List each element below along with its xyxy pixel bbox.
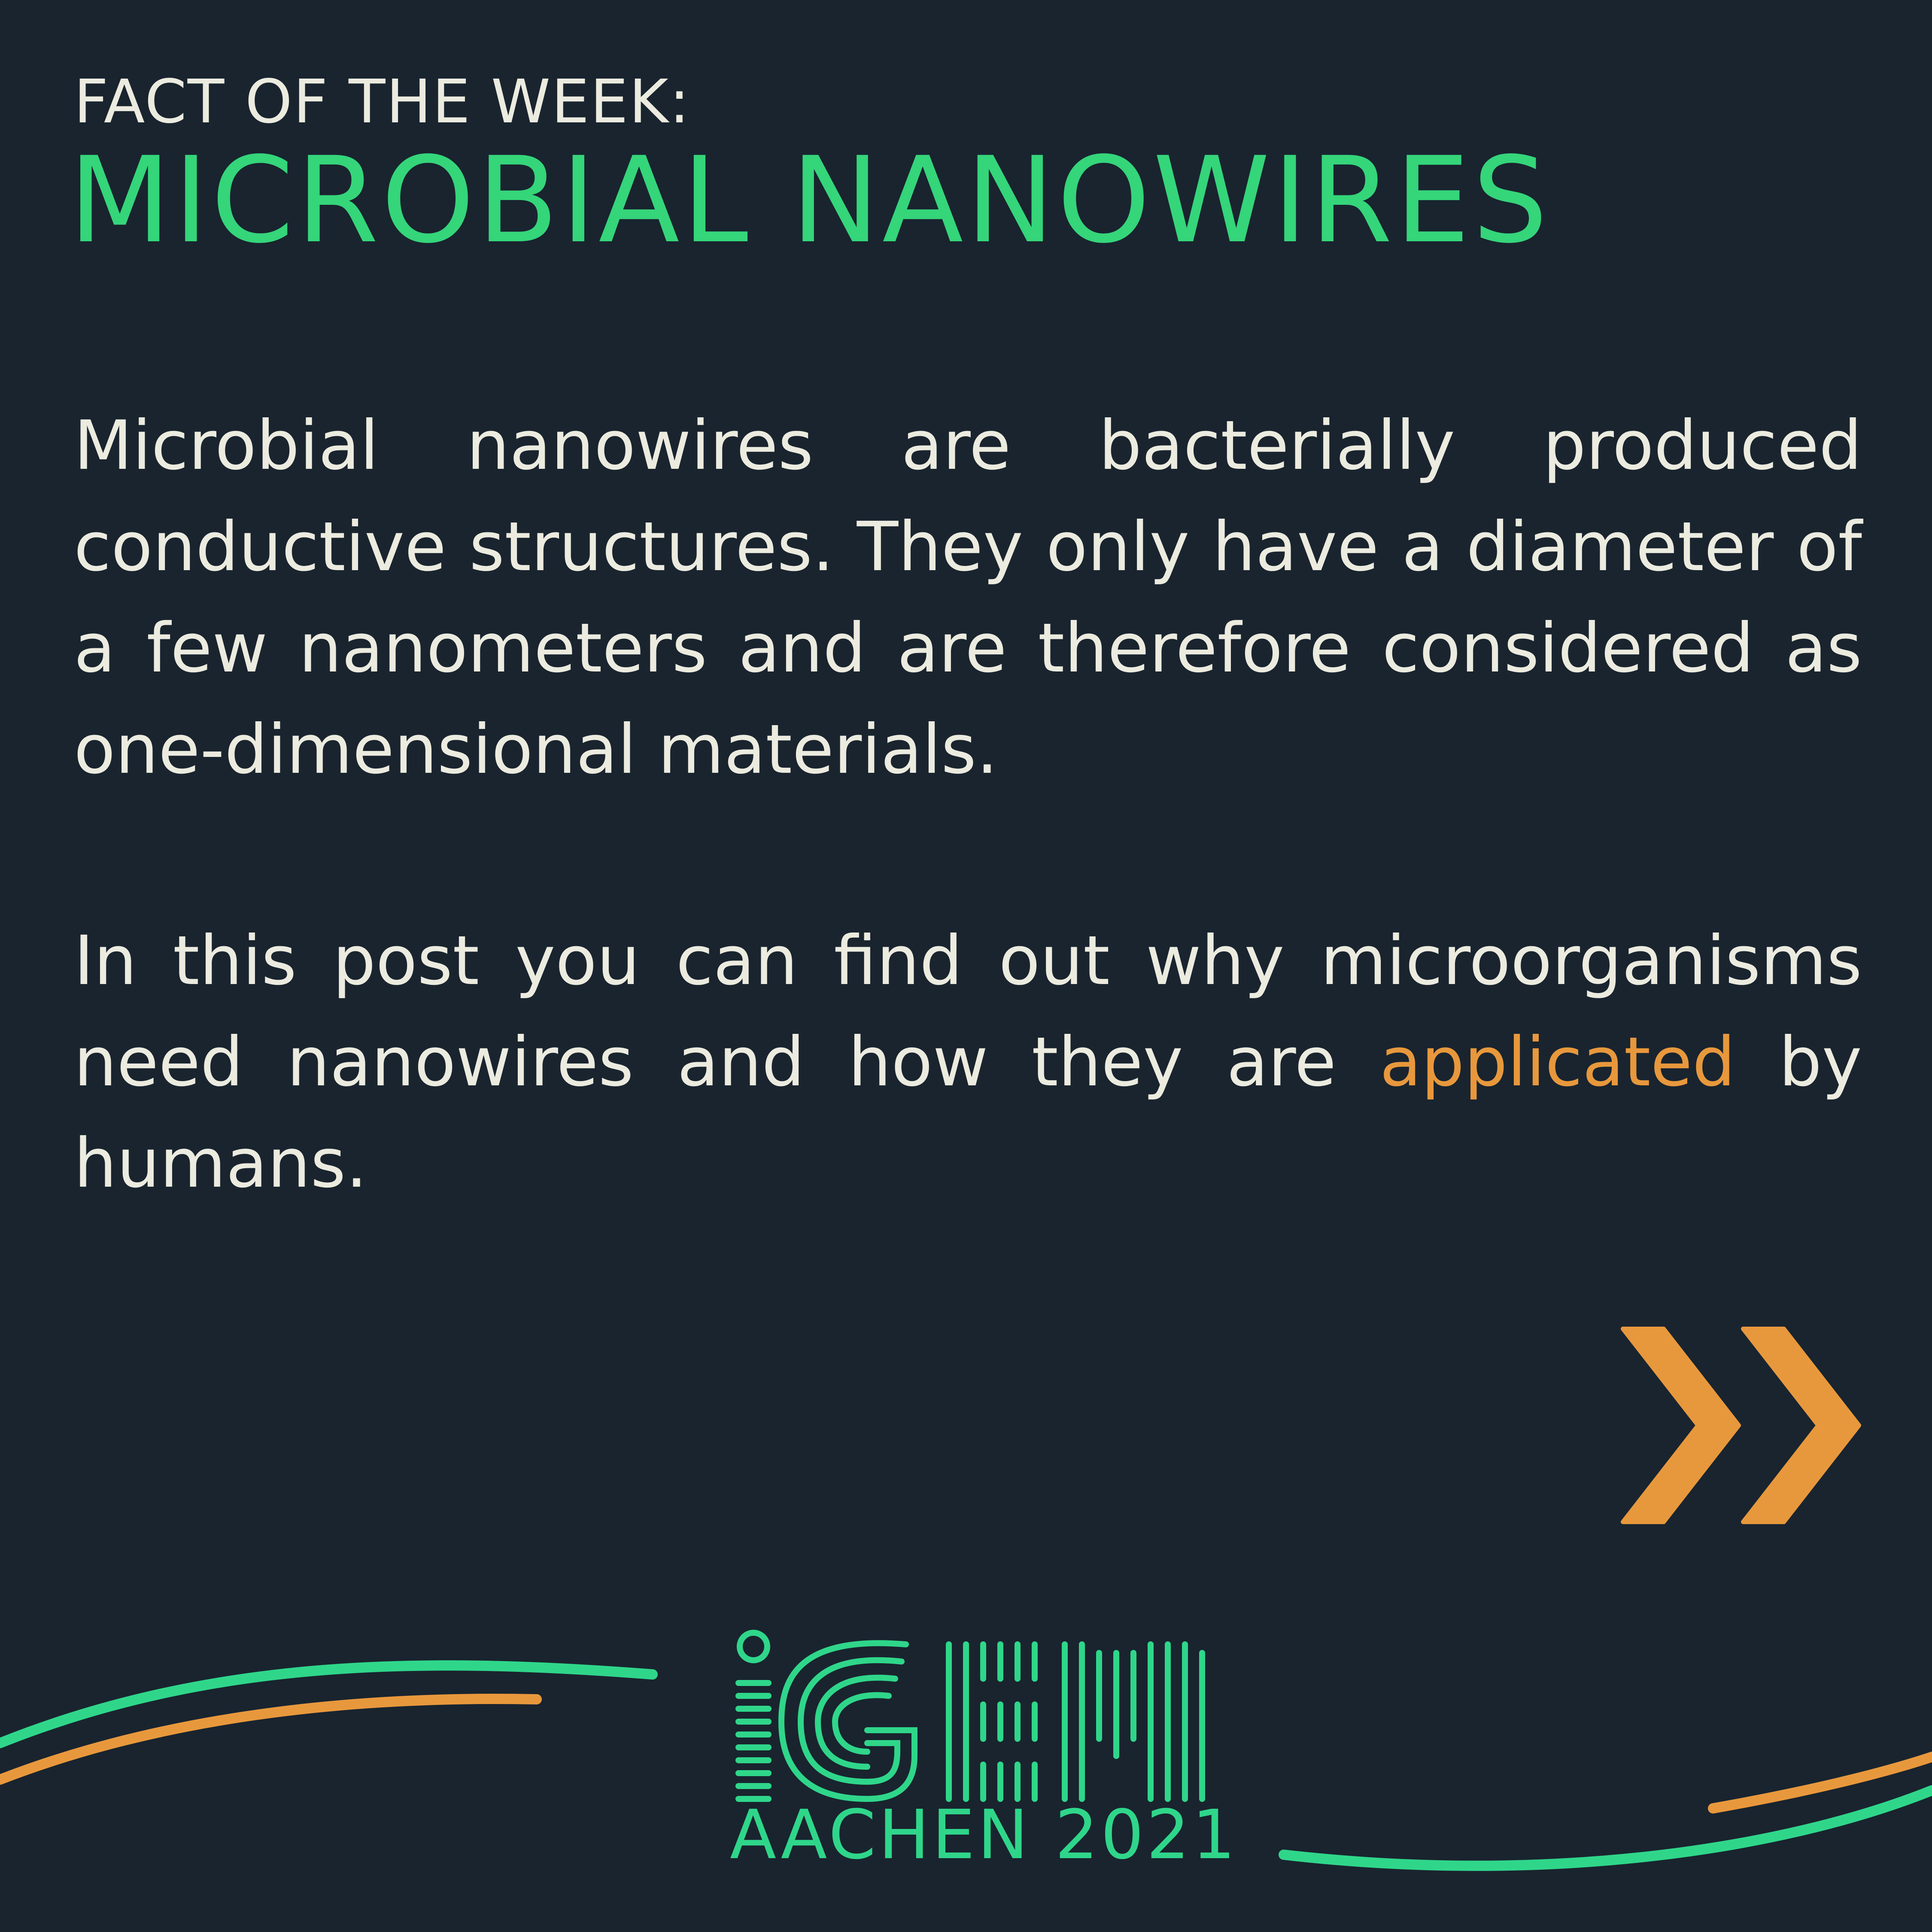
paragraph-definition: Microbial nanowires are bacterially prod… bbox=[74, 406, 1862, 789]
teaser-highlight: applicated bbox=[1379, 1023, 1735, 1102]
page-title: MICROBIAL NANOWIRES bbox=[69, 132, 1550, 270]
curve-orange-left bbox=[0, 1694, 542, 1785]
igem-logo bbox=[735, 1630, 1205, 1802]
kicker-text: FACT OF THE WEEK: bbox=[74, 67, 691, 137]
curve-green-left bbox=[0, 1660, 658, 1748]
teaser-text-start: In this post you can find out why microo… bbox=[74, 921, 1862, 1102]
double-chevron-right-icon[interactable] bbox=[1614, 1322, 1863, 1528]
curve-green-right bbox=[1279, 1785, 1932, 1871]
curve-orange-right bbox=[1708, 1752, 1932, 1814]
chevron-left-mark bbox=[1621, 1327, 1741, 1524]
teaser-text-end: by humans. bbox=[74, 1023, 1862, 1203]
decorative-curves bbox=[0, 1660, 1932, 1871]
paragraph-teaser: In this post you can find out why microo… bbox=[74, 910, 1862, 1214]
chevron-right-mark bbox=[1741, 1327, 1861, 1524]
logo-subtitle: AACHEN 2021 bbox=[730, 1795, 1238, 1874]
